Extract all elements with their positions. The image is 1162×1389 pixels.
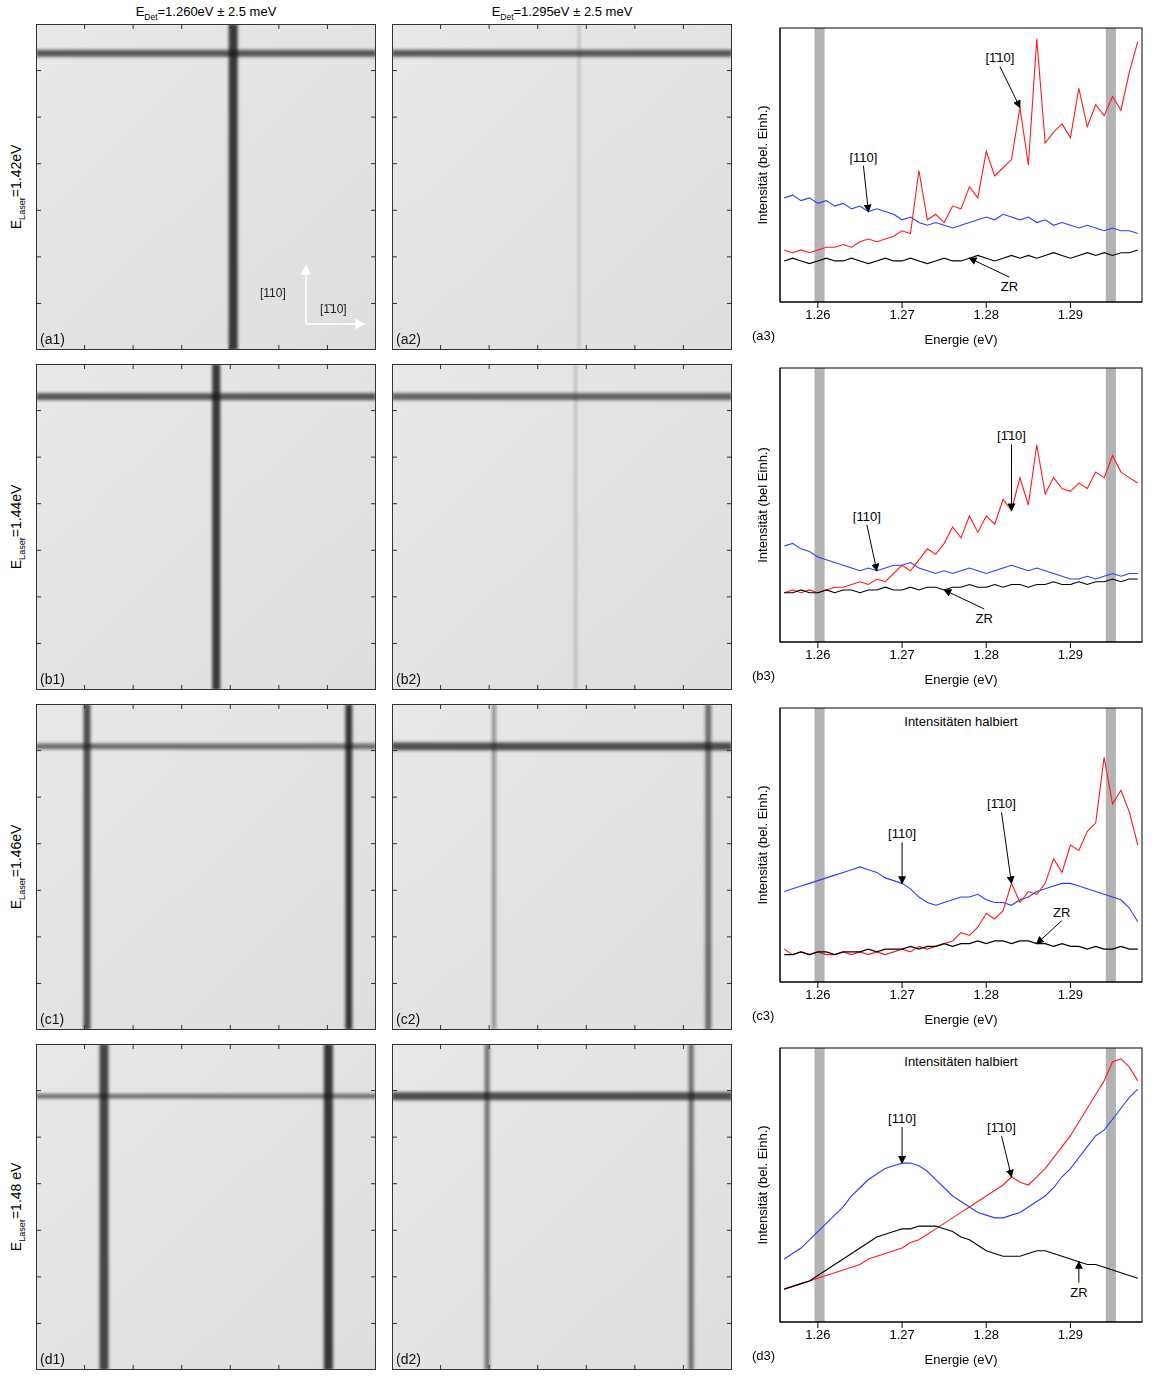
html-text:=1.42eV: =1.42eV [8,144,25,198]
html-text:(d1): (d1) [40,1351,65,1367]
svg-text:1.28: 1.28 [974,647,999,662]
svg-text:Intensität (bel. Einh.): Intensität (bel. Einh.) [755,105,770,224]
html-text:(d3): (d3) [752,1348,776,1363]
svg-text:1.28: 1.28 [974,987,999,1002]
html-text:Laser: Laser [16,197,27,220]
svg-text:1.27: 1.27 [889,1327,914,1342]
svg-text:1.29: 1.29 [1058,307,1083,322]
html-text:[110]: [110] [888,1110,916,1126]
html-text:Intensitäten halbiert: Intensitäten halbiert [904,714,1018,729]
svg-text:1.26: 1.26 [805,987,830,1002]
html-text:(b3): (b3) [752,668,776,683]
svg-text:Energie (eV): Energie (eV) [925,1012,998,1027]
html-text:[110]: [110] [260,286,286,300]
html-text:(a2): (a2) [396,331,421,347]
html-text:[110]: [110] [852,508,881,524]
html-text:[110]: [110] [849,149,878,165]
html-text:E: E [8,220,25,230]
html-text:(c1): (c1) [40,1011,65,1027]
html-text:Laser: Laser [16,877,27,900]
svg-text:1.29: 1.29 [1058,987,1083,1002]
html-text:[1̄10]: [1̄10] [320,302,347,316]
html-text:EDet=1.295eV ± 2.5 meV: EDet=1.295eV ± 2.5 meV [491,4,633,22]
html-text:(c2): (c2) [396,1011,421,1027]
html-text:(a3): (a3) [752,328,776,343]
html-text:Laser: Laser [16,1219,27,1242]
svg-text:1.29: 1.29 [1058,647,1083,662]
svg-text:Energie (eV): Energie (eV) [925,1352,998,1367]
html-text:[1̄10]: [1̄10] [987,795,1016,811]
html-text:=1.48 eV: =1.48 eV [8,1162,25,1220]
html-text:(c3): (c3) [752,1008,775,1023]
html-text:(b2): (b2) [396,671,421,687]
html-text:(d2): (d2) [396,1351,421,1367]
html-text:E: E [8,900,25,910]
svg-text:Intensität (bel Einh.): Intensität (bel Einh.) [755,447,770,563]
html-text:[1̄10]: [1̄10] [987,1119,1016,1135]
svg-text:1.28: 1.28 [974,1327,999,1342]
svg-text:1.26: 1.26 [805,1327,830,1342]
svg-text:1.26: 1.26 [805,647,830,662]
svg-text:Energie (eV): Energie (eV) [925,332,998,347]
html-text:(b1): (b1) [40,671,65,687]
svg-text:1.27: 1.27 [889,987,914,1002]
html-text:=1.44eV: =1.44eV [8,484,25,538]
html-text:=1.46eV: =1.46eV [8,824,25,878]
svg-text:Intensität (bel. Einh.): Intensität (bel. Einh.) [755,1125,770,1244]
svg-text:Energie (eV): Energie (eV) [925,672,998,687]
html-text:ZR: ZR [1053,904,1071,920]
html-text:EDet=1.260eV ± 2.5 meV: EDet=1.260eV ± 2.5 meV [135,4,277,22]
html-text:ZR: ZR [1070,1284,1088,1300]
html-text:[1̄10]: [1̄10] [985,50,1015,65]
html-text:Laser: Laser [16,537,27,560]
html-text:(a1): (a1) [40,331,65,347]
html-text:[1̄10]: [1̄10] [997,428,1026,443]
html-text:[110]: [110] [888,825,916,841]
svg-text:1.27: 1.27 [889,307,914,322]
html-text:Intensitäten halbiert: Intensitäten halbiert [904,1054,1018,1069]
html-text:ZR: ZR [1000,278,1019,294]
html-text:E: E [8,1241,25,1252]
svg-text:1.29: 1.29 [1058,1327,1083,1342]
svg-text:1.26: 1.26 [805,307,830,322]
svg-text:1.27: 1.27 [889,647,914,662]
html-text:ZR: ZR [975,610,993,626]
svg-text:1.28: 1.28 [974,307,999,322]
html-text:E: E [8,560,25,570]
svg-text:Intensität (bel. Einh.): Intensität (bel. Einh.) [755,785,770,904]
